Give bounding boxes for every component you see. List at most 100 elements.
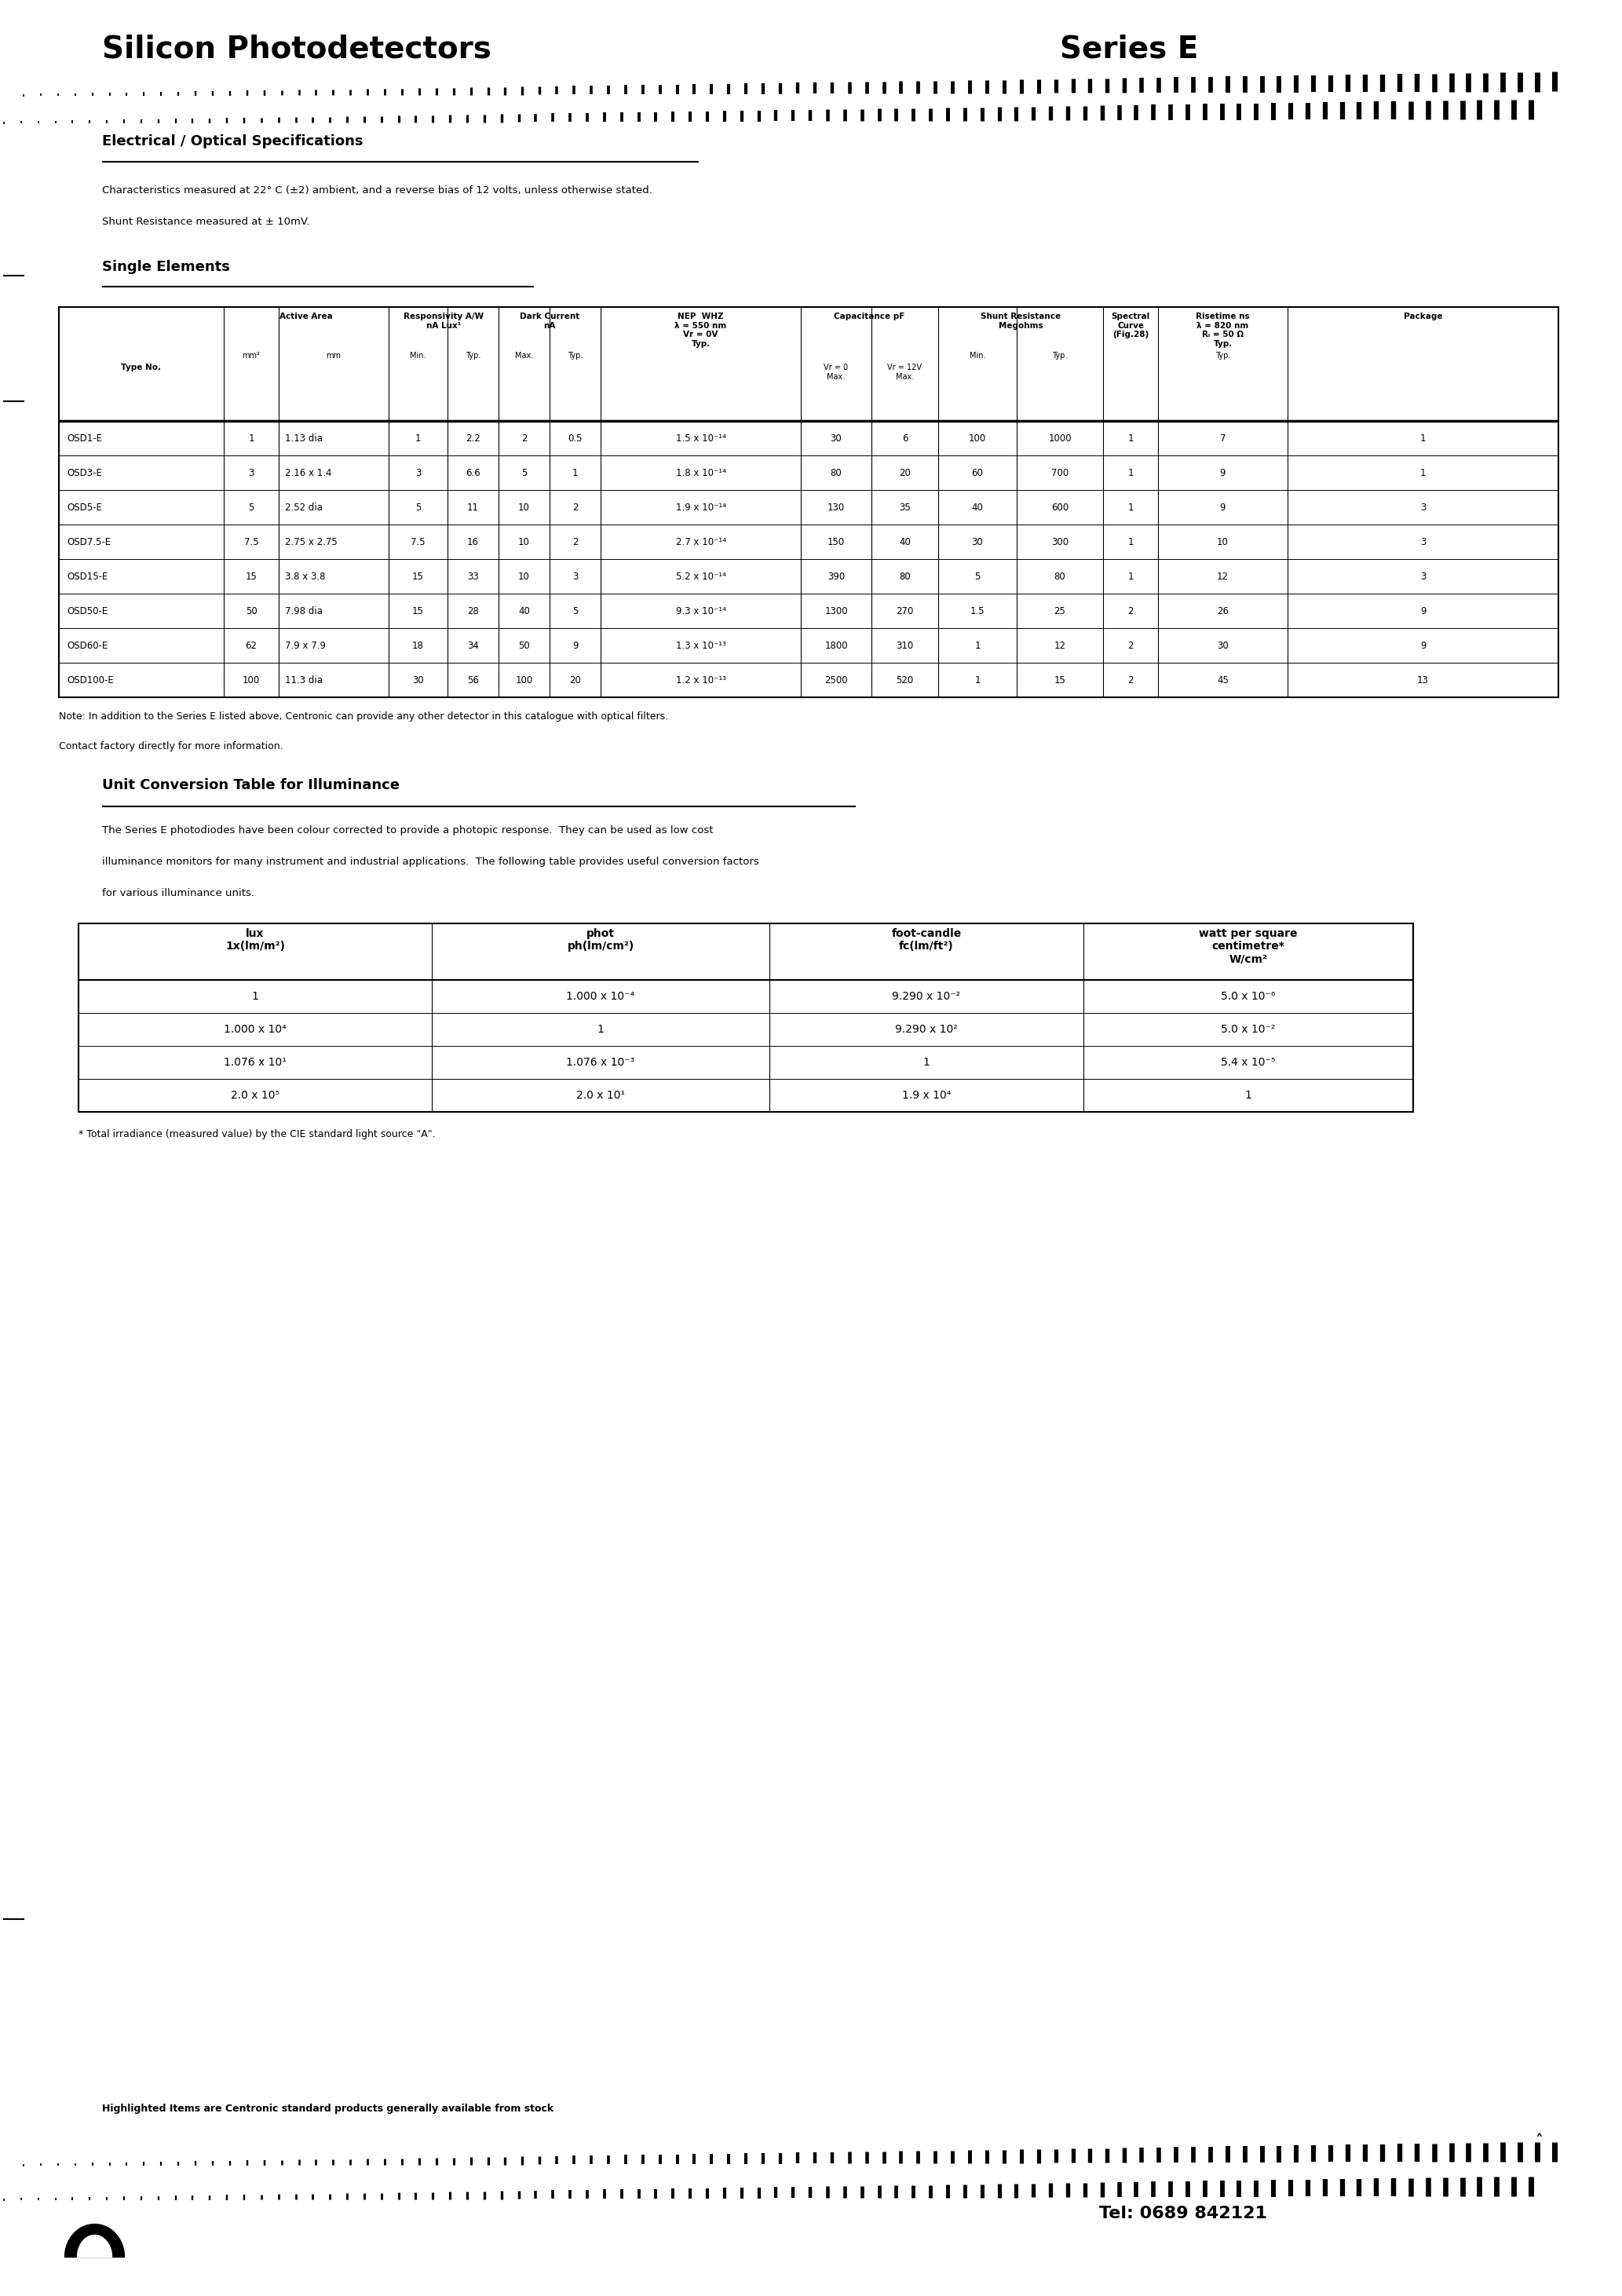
Text: 1.5: 1.5 — [970, 606, 985, 615]
Text: 80: 80 — [1054, 572, 1066, 581]
Text: 13: 13 — [1418, 675, 1429, 684]
Text: 2: 2 — [1127, 606, 1134, 615]
Text: 1: 1 — [1127, 434, 1134, 443]
Text: 45: 45 — [1216, 675, 1228, 684]
Text: 9: 9 — [1419, 606, 1426, 615]
Text: 130: 130 — [827, 503, 845, 512]
Text: 11.3 dia: 11.3 dia — [285, 675, 323, 684]
Text: 10: 10 — [517, 537, 530, 546]
Text: 1.076 x 10⁻³: 1.076 x 10⁻³ — [566, 1056, 634, 1068]
Text: Min.: Min. — [410, 351, 427, 360]
Text: 5: 5 — [573, 606, 577, 615]
Text: 5.0 x 10⁻²: 5.0 x 10⁻² — [1221, 1024, 1275, 1035]
Text: 9: 9 — [1419, 641, 1426, 650]
Text: Vr = 0
Max.: Vr = 0 Max. — [824, 363, 848, 381]
Text: Vr = 12V
Max.: Vr = 12V Max. — [887, 363, 921, 381]
Text: 2: 2 — [1127, 641, 1134, 650]
Text: 2.75 x 2.75: 2.75 x 2.75 — [285, 537, 337, 546]
Text: 7.5: 7.5 — [243, 537, 258, 546]
Text: 2.16 x 1.4: 2.16 x 1.4 — [285, 468, 333, 478]
Text: for various illuminance units.: for various illuminance units. — [102, 889, 255, 898]
Text: Shunt Resistance
Megohms: Shunt Resistance Megohms — [981, 312, 1061, 331]
Text: 1: 1 — [1127, 468, 1134, 478]
Text: 2.2: 2.2 — [466, 434, 480, 443]
Text: 9.3 x 10⁻¹⁴: 9.3 x 10⁻¹⁴ — [676, 606, 725, 615]
Text: watt per square
centimetre*
W/cm²: watt per square centimetre* W/cm² — [1199, 928, 1298, 964]
Text: OSD3-E: OSD3-E — [67, 468, 102, 478]
Text: 5: 5 — [521, 468, 527, 478]
Text: Capacitance pF: Capacitance pF — [834, 312, 905, 321]
Text: 3: 3 — [1421, 572, 1426, 581]
Text: 100: 100 — [516, 675, 532, 684]
Text: OSD50-E: OSD50-E — [67, 606, 107, 615]
Text: OSD1-E: OSD1-E — [67, 434, 102, 443]
Text: 1: 1 — [1419, 434, 1426, 443]
Text: 80: 80 — [830, 468, 842, 478]
Text: 1: 1 — [1127, 503, 1134, 512]
Text: 6: 6 — [902, 434, 908, 443]
Text: mm: mm — [326, 351, 341, 360]
Text: 1.13 dia: 1.13 dia — [285, 434, 323, 443]
Text: 11: 11 — [467, 503, 478, 512]
Text: 40: 40 — [899, 537, 910, 546]
Text: 34: 34 — [467, 641, 478, 650]
Text: NEP  WHZ
λ = 550 nm
Vr = 0V
Typ.: NEP WHZ λ = 550 nm Vr = 0V Typ. — [675, 312, 727, 347]
Text: 1.9 x 10⁴: 1.9 x 10⁴ — [902, 1091, 950, 1100]
Text: Spectral
Curve
(Fig.28): Spectral Curve (Fig.28) — [1111, 312, 1150, 338]
Text: 390: 390 — [827, 572, 845, 581]
Text: * Total irradiance (measured value) by the CIE standard light source "A".: * Total irradiance (measured value) by t… — [78, 1130, 435, 1139]
Text: 7.9 x 7.9: 7.9 x 7.9 — [285, 641, 326, 650]
Text: OSD100-E: OSD100-E — [67, 675, 114, 684]
Text: Typ.: Typ. — [568, 351, 582, 360]
Text: 3: 3 — [248, 468, 255, 478]
Text: Type No.: Type No. — [122, 363, 161, 372]
Text: 1: 1 — [1127, 572, 1134, 581]
Text: 1: 1 — [248, 434, 255, 443]
Text: 100: 100 — [243, 675, 260, 684]
Text: 15: 15 — [412, 572, 423, 581]
Text: Silicon Photodetectors: Silicon Photodetectors — [102, 34, 491, 64]
Text: 2.0 x 10¹: 2.0 x 10¹ — [576, 1091, 624, 1100]
Text: 16: 16 — [467, 537, 478, 546]
Bar — [58, 308, 1559, 698]
Text: 18: 18 — [412, 641, 423, 650]
Text: 3: 3 — [1421, 537, 1426, 546]
Text: 1: 1 — [415, 434, 422, 443]
Text: 3: 3 — [1421, 503, 1426, 512]
Text: 30: 30 — [972, 537, 983, 546]
Text: Electrical / Optical Specifications: Electrical / Optical Specifications — [102, 133, 363, 149]
Text: 2.7 x 10⁻¹⁴: 2.7 x 10⁻¹⁴ — [676, 537, 725, 546]
Text: 1: 1 — [975, 641, 980, 650]
Text: OSD15-E: OSD15-E — [67, 572, 107, 581]
Text: Typ.: Typ. — [466, 351, 480, 360]
Text: 1.3 x 10⁻¹³: 1.3 x 10⁻¹³ — [676, 641, 725, 650]
Text: Shunt Resistance measured at ± 10mV.: Shunt Resistance measured at ± 10mV. — [102, 216, 310, 227]
Text: 35: 35 — [899, 503, 910, 512]
Text: 15: 15 — [412, 606, 423, 615]
Text: 600: 600 — [1051, 503, 1069, 512]
Text: 12: 12 — [1216, 572, 1229, 581]
Text: 5.4 x 10⁻⁵: 5.4 x 10⁻⁵ — [1221, 1056, 1275, 1068]
Text: 1: 1 — [923, 1056, 929, 1068]
Text: Risetime ns
λ = 820 nm
Rₗ = 50 Ω
Typ.: Risetime ns λ = 820 nm Rₗ = 50 Ω Typ. — [1195, 312, 1249, 347]
Text: 1.000 x 10⁻⁴: 1.000 x 10⁻⁴ — [566, 992, 634, 1001]
Text: 1: 1 — [1127, 537, 1134, 546]
Text: lux
1x(lm/m²): lux 1x(lm/m²) — [225, 928, 285, 953]
Text: 5: 5 — [248, 503, 255, 512]
Text: 1.8 x 10⁻¹⁴: 1.8 x 10⁻¹⁴ — [676, 468, 725, 478]
Text: 10: 10 — [1216, 537, 1228, 546]
Text: 30: 30 — [412, 675, 423, 684]
Text: 3: 3 — [415, 468, 422, 478]
Text: 40: 40 — [972, 503, 983, 512]
Text: Characteristics measured at 22° C (±2) ambient, and a reverse bias of 12 volts, : Characteristics measured at 22° C (±2) a… — [102, 186, 652, 195]
Text: 20: 20 — [569, 675, 581, 684]
Text: 6.6: 6.6 — [466, 468, 480, 478]
Text: illuminance monitors for many instrument and industrial applications.  The follo: illuminance monitors for many instrument… — [102, 856, 759, 868]
Text: 1.9 x 10⁻¹⁴: 1.9 x 10⁻¹⁴ — [676, 503, 725, 512]
Text: 310: 310 — [895, 641, 913, 650]
Text: 5: 5 — [415, 503, 422, 512]
Text: Single Elements: Single Elements — [102, 259, 230, 273]
Text: 1: 1 — [975, 675, 980, 684]
Text: 5: 5 — [975, 572, 980, 581]
Text: 150: 150 — [827, 537, 845, 546]
